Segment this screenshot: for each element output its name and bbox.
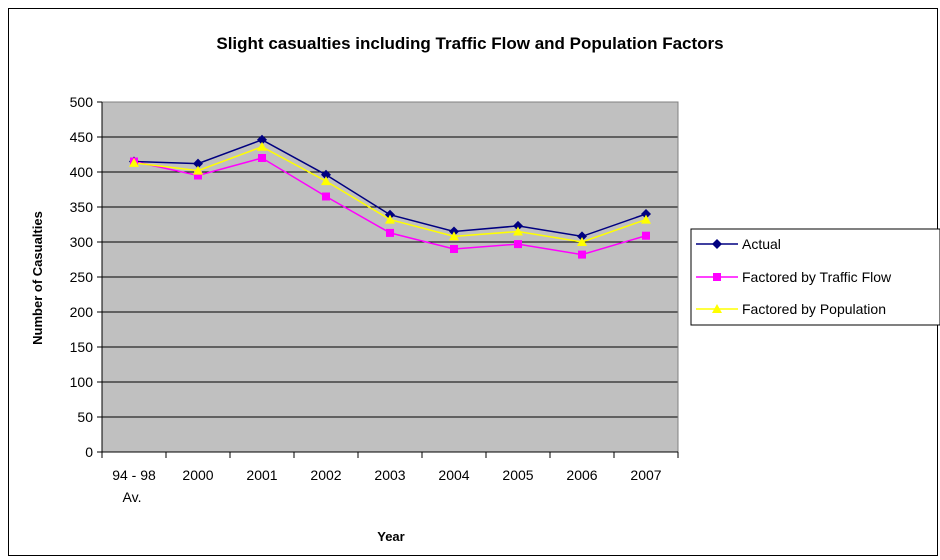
legend-marker <box>712 304 722 313</box>
y-axis-title: Number of Casualties <box>30 211 45 345</box>
data-point-s3 <box>513 226 523 236</box>
x-tick-label: 2002 <box>310 467 341 483</box>
data-point-s3 <box>385 214 395 224</box>
legend-marker <box>712 239 722 249</box>
y-tick-label: 300 <box>70 234 94 250</box>
data-point-s3 <box>449 231 459 241</box>
x-tick-labels: 94 - 98 Av. 2000 2001 2002 2003 2004 2005 2006 20… <box>101 452 679 505</box>
y-tick-label: 250 <box>70 269 94 285</box>
data-point-s2 <box>194 171 202 180</box>
x-tick-label: 2007 <box>630 467 661 483</box>
data-point-s1 <box>513 220 523 231</box>
x-tick-label: 2006 <box>566 467 597 483</box>
series-markers <box>129 134 651 259</box>
x-tick-label: 2000 <box>182 467 213 483</box>
data-point-s3 <box>641 214 651 224</box>
x-tick-label: 2004 <box>438 467 469 483</box>
x-tick-label: 2001 <box>246 467 277 483</box>
data-point-s3 <box>129 157 139 167</box>
legend-label: Actual <box>742 236 781 252</box>
data-point-s2 <box>642 231 650 240</box>
data-point-s2 <box>386 228 394 237</box>
x-tick-label: 94 - 98 Av. <box>112 467 156 505</box>
data-point-s3 <box>321 176 331 186</box>
y-tick-label: 450 <box>70 129 94 145</box>
y-tick-label: 200 <box>70 304 94 320</box>
y-tick-label: 500 <box>70 94 94 110</box>
y-tick-label: 350 <box>70 199 94 215</box>
legend: Actual Factored by Traffic Flow Factored b… <box>690 228 940 326</box>
data-point-s1 <box>193 158 203 169</box>
data-point-s3 <box>193 165 203 175</box>
y-tick-label: 400 <box>70 164 94 180</box>
data-point-s2 <box>514 240 522 249</box>
data-point-s2 <box>322 192 330 201</box>
x-axis-title: Year <box>377 529 404 544</box>
data-point-s1 <box>641 209 651 219</box>
y-tick-label: 50 <box>77 409 93 425</box>
x-tick-label: 2005 <box>502 467 533 483</box>
legend-label: Factored by Traffic Flow <box>742 269 892 285</box>
data-point-s1 <box>257 134 267 145</box>
y-tick-label: 150 <box>70 339 94 355</box>
data-point-s3 <box>577 237 587 246</box>
data-point-s1 <box>577 231 587 242</box>
data-point-s1 <box>321 169 331 180</box>
legend-marker <box>713 273 721 281</box>
y-tick-label: 0 <box>85 444 93 460</box>
legend-label: Factored by Population <box>742 301 886 317</box>
y-tick-label: 100 <box>70 374 94 390</box>
y-tick-labels: 0 50 100 150 200 250 300 350 400 450 500 <box>70 94 102 460</box>
x-tick-label: 2003 <box>374 467 405 483</box>
data-point-s3 <box>257 141 267 151</box>
data-point-s2 <box>578 250 586 259</box>
data-point-s2 <box>258 154 266 162</box>
chart-title: Slight casualties including Traffic Flow… <box>216 34 723 53</box>
data-point-s2 <box>450 245 458 253</box>
